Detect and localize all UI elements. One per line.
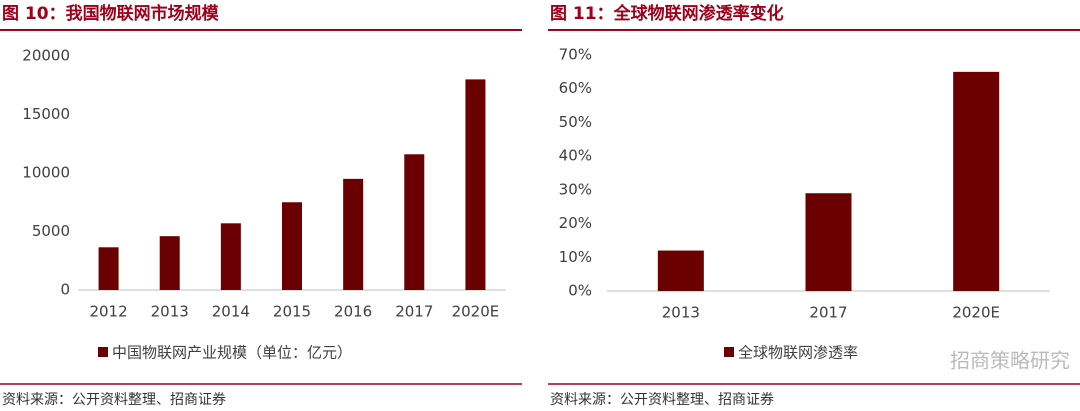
legend-label: 中国物联网产业规模（单位：亿元）	[112, 344, 352, 362]
bar	[159, 236, 180, 290]
y-tick-label: 0%	[568, 282, 592, 300]
legend-swatch	[98, 347, 108, 357]
x-tick-label: 2013	[662, 304, 700, 322]
bar	[343, 178, 364, 290]
y-tick-label: 10000	[22, 164, 70, 182]
legend-swatch	[724, 347, 734, 357]
chart-title: 图 11：全球物联网渗透率变化	[550, 3, 784, 24]
chart-title: 图 10：我国物联网市场规模	[2, 3, 220, 24]
y-tick-label: 15000	[22, 105, 70, 123]
bar	[404, 154, 425, 290]
x-tick-label: 2015	[273, 303, 311, 321]
y-tick-label: 10%	[559, 248, 592, 266]
y-tick-label: 20%	[559, 214, 592, 232]
bar	[98, 247, 119, 290]
x-tick-label: 2016	[334, 303, 372, 321]
bar	[465, 79, 486, 291]
y-tick-label: 70%	[559, 46, 592, 64]
x-tick-label: 2012	[89, 303, 127, 321]
watermark: 招商策略研究	[950, 349, 1070, 373]
bar	[220, 223, 241, 290]
x-tick-label: 2017	[809, 304, 847, 322]
y-tick-label: 30%	[559, 180, 592, 198]
bar	[657, 250, 704, 291]
x-tick-label: 2020E	[952, 304, 1000, 322]
x-tick-label: 2013	[151, 303, 189, 321]
x-tick-label: 2017	[395, 303, 433, 321]
y-tick-label: 60%	[559, 79, 592, 97]
bar	[953, 71, 1000, 291]
x-tick-label: 2020E	[452, 303, 500, 321]
y-tick-label: 0	[60, 281, 70, 299]
bar	[282, 202, 302, 290]
x-tick-label: 2014	[212, 303, 250, 321]
legend-label: 全球物联网渗透率	[738, 344, 858, 362]
y-tick-label: 5000	[32, 222, 70, 240]
y-tick-label: 20000	[22, 47, 70, 65]
y-tick-label: 50%	[559, 113, 592, 131]
source: 资料来源：公开资料整理、招商证券	[2, 392, 226, 408]
y-tick-label: 40%	[559, 147, 592, 165]
source: 资料来源：公开资料整理、招商证券	[550, 392, 774, 408]
bar	[805, 193, 852, 291]
